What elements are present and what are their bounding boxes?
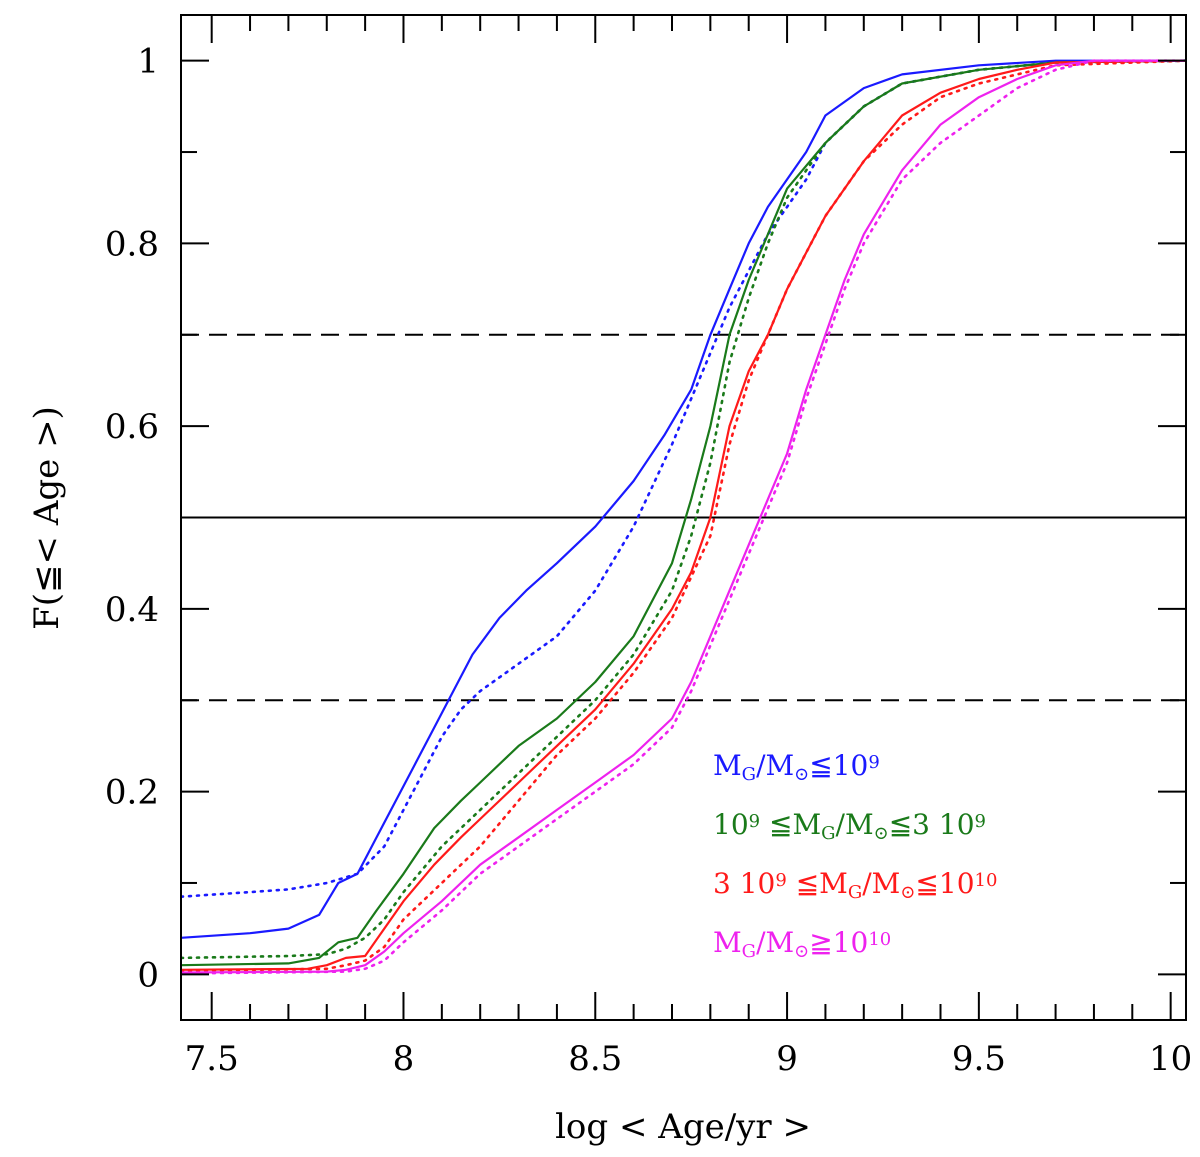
series-3-dotted-line <box>181 59 1186 975</box>
axis-tick-labels: 7.5 8 8.5 9 9.5 10 0 0.2 0.4 0.6 0.8 1 <box>105 42 1192 1079</box>
series-1-solid-line <box>181 59 1186 967</box>
x-tick-label: 9.5 <box>952 1039 1006 1079</box>
x-tick-label: 8.5 <box>568 1039 622 1079</box>
series-0-dotted-line <box>181 59 1186 899</box>
legend-entry-1: 109 ≦MG/M⊙≦3 109 <box>713 808 986 844</box>
y-tick-label: 0.2 <box>105 773 159 813</box>
x-tick-label: 8 <box>393 1039 415 1079</box>
series-layer <box>181 59 1186 975</box>
legend-entry-0: MG/M⊙≦109 <box>713 749 880 785</box>
x-tick-label: 10 <box>1149 1039 1192 1079</box>
x-axis-label: log < Age/yr > <box>555 1107 811 1147</box>
legend: MG/M⊙≦109 109 ≦MG/M⊙≦3 109 3 109 ≦MG/M⊙≦10… <box>713 749 997 962</box>
y-tick-label: 1 <box>137 42 159 82</box>
y-tick-label: 0.4 <box>105 590 159 630</box>
series-1-dotted-line <box>181 59 1186 960</box>
series-3-solid-line <box>181 59 1186 974</box>
series-2-solid-line <box>181 59 1186 971</box>
x-tick-label: 9 <box>776 1039 798 1079</box>
x-tick-label: 7.5 <box>185 1039 239 1079</box>
legend-entry-2: 3 109 ≦MG/M⊙≦1010 <box>713 867 997 903</box>
y-tick-label: 0.8 <box>105 224 159 264</box>
y-tick-label: 0.6 <box>105 407 159 447</box>
y-tick-label: 0 <box>137 955 159 995</box>
legend-entry-3: MG/M⊙≧1010 <box>713 926 891 962</box>
axis-ticks <box>181 15 1186 1020</box>
y-axis-label: F(≦< Age >) <box>27 406 67 630</box>
reference-lines <box>181 333 1186 702</box>
